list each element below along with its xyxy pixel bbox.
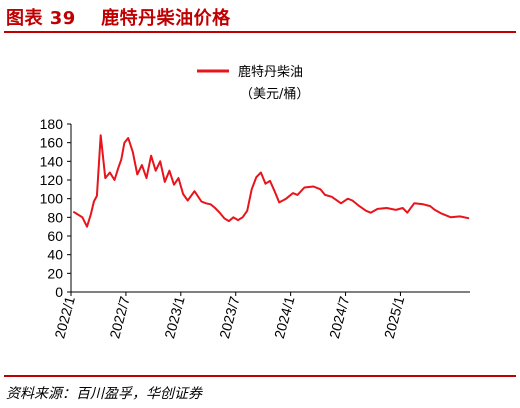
x-tick-label: 2023/1 (161, 294, 188, 340)
x-tick-label: 2022/1 (51, 294, 78, 340)
x-tick-label: 2024/1 (271, 294, 298, 340)
x-ticks: 2022/1 2022/7 2023/1 2023/7 2024/1 2024/7 2025… (51, 292, 407, 340)
y-tick-label: 160 (40, 135, 64, 151)
y-ticks: 0 20 40 60 80 100 120 140 160 180 (40, 116, 71, 300)
source-rule (4, 375, 516, 377)
source-note: 资料来源：百川盈孚，华创证券 (6, 386, 202, 402)
x-tick-label: 2023/7 (216, 294, 243, 340)
legend-series-unit: （美元/桶） (240, 87, 309, 102)
title-rule (4, 31, 516, 33)
x-tick-label: 2022/7 (106, 294, 133, 340)
series-line-0 (72, 134, 470, 228)
diesel-price-chart: 鹿特丹柴油 （美元/桶） 0 20 40 60 80 100 120 140 160 180 20… (40, 64, 470, 340)
y-tick-label: 80 (47, 209, 63, 225)
y-tick-label: 60 (47, 228, 63, 244)
y-tick-label: 140 (40, 153, 64, 169)
y-tick-label: 100 (40, 191, 64, 207)
y-tick-label: 0 (55, 284, 63, 300)
legend: 鹿特丹柴油 （美元/桶） (197, 64, 309, 102)
legend-series-name: 鹿特丹柴油 (238, 64, 303, 80)
y-tick-label: 120 (40, 172, 64, 188)
y-tick-label: 180 (40, 116, 64, 132)
axes (70, 124, 470, 293)
x-tick-label: 2024/7 (326, 294, 353, 340)
y-tick-label: 40 (47, 247, 63, 263)
x-tick-label: 2025/1 (381, 294, 408, 340)
figure-title: 图表 39 鹿特丹柴油价格 (6, 8, 231, 29)
y-tick-label: 20 (47, 265, 63, 281)
series (72, 134, 470, 228)
